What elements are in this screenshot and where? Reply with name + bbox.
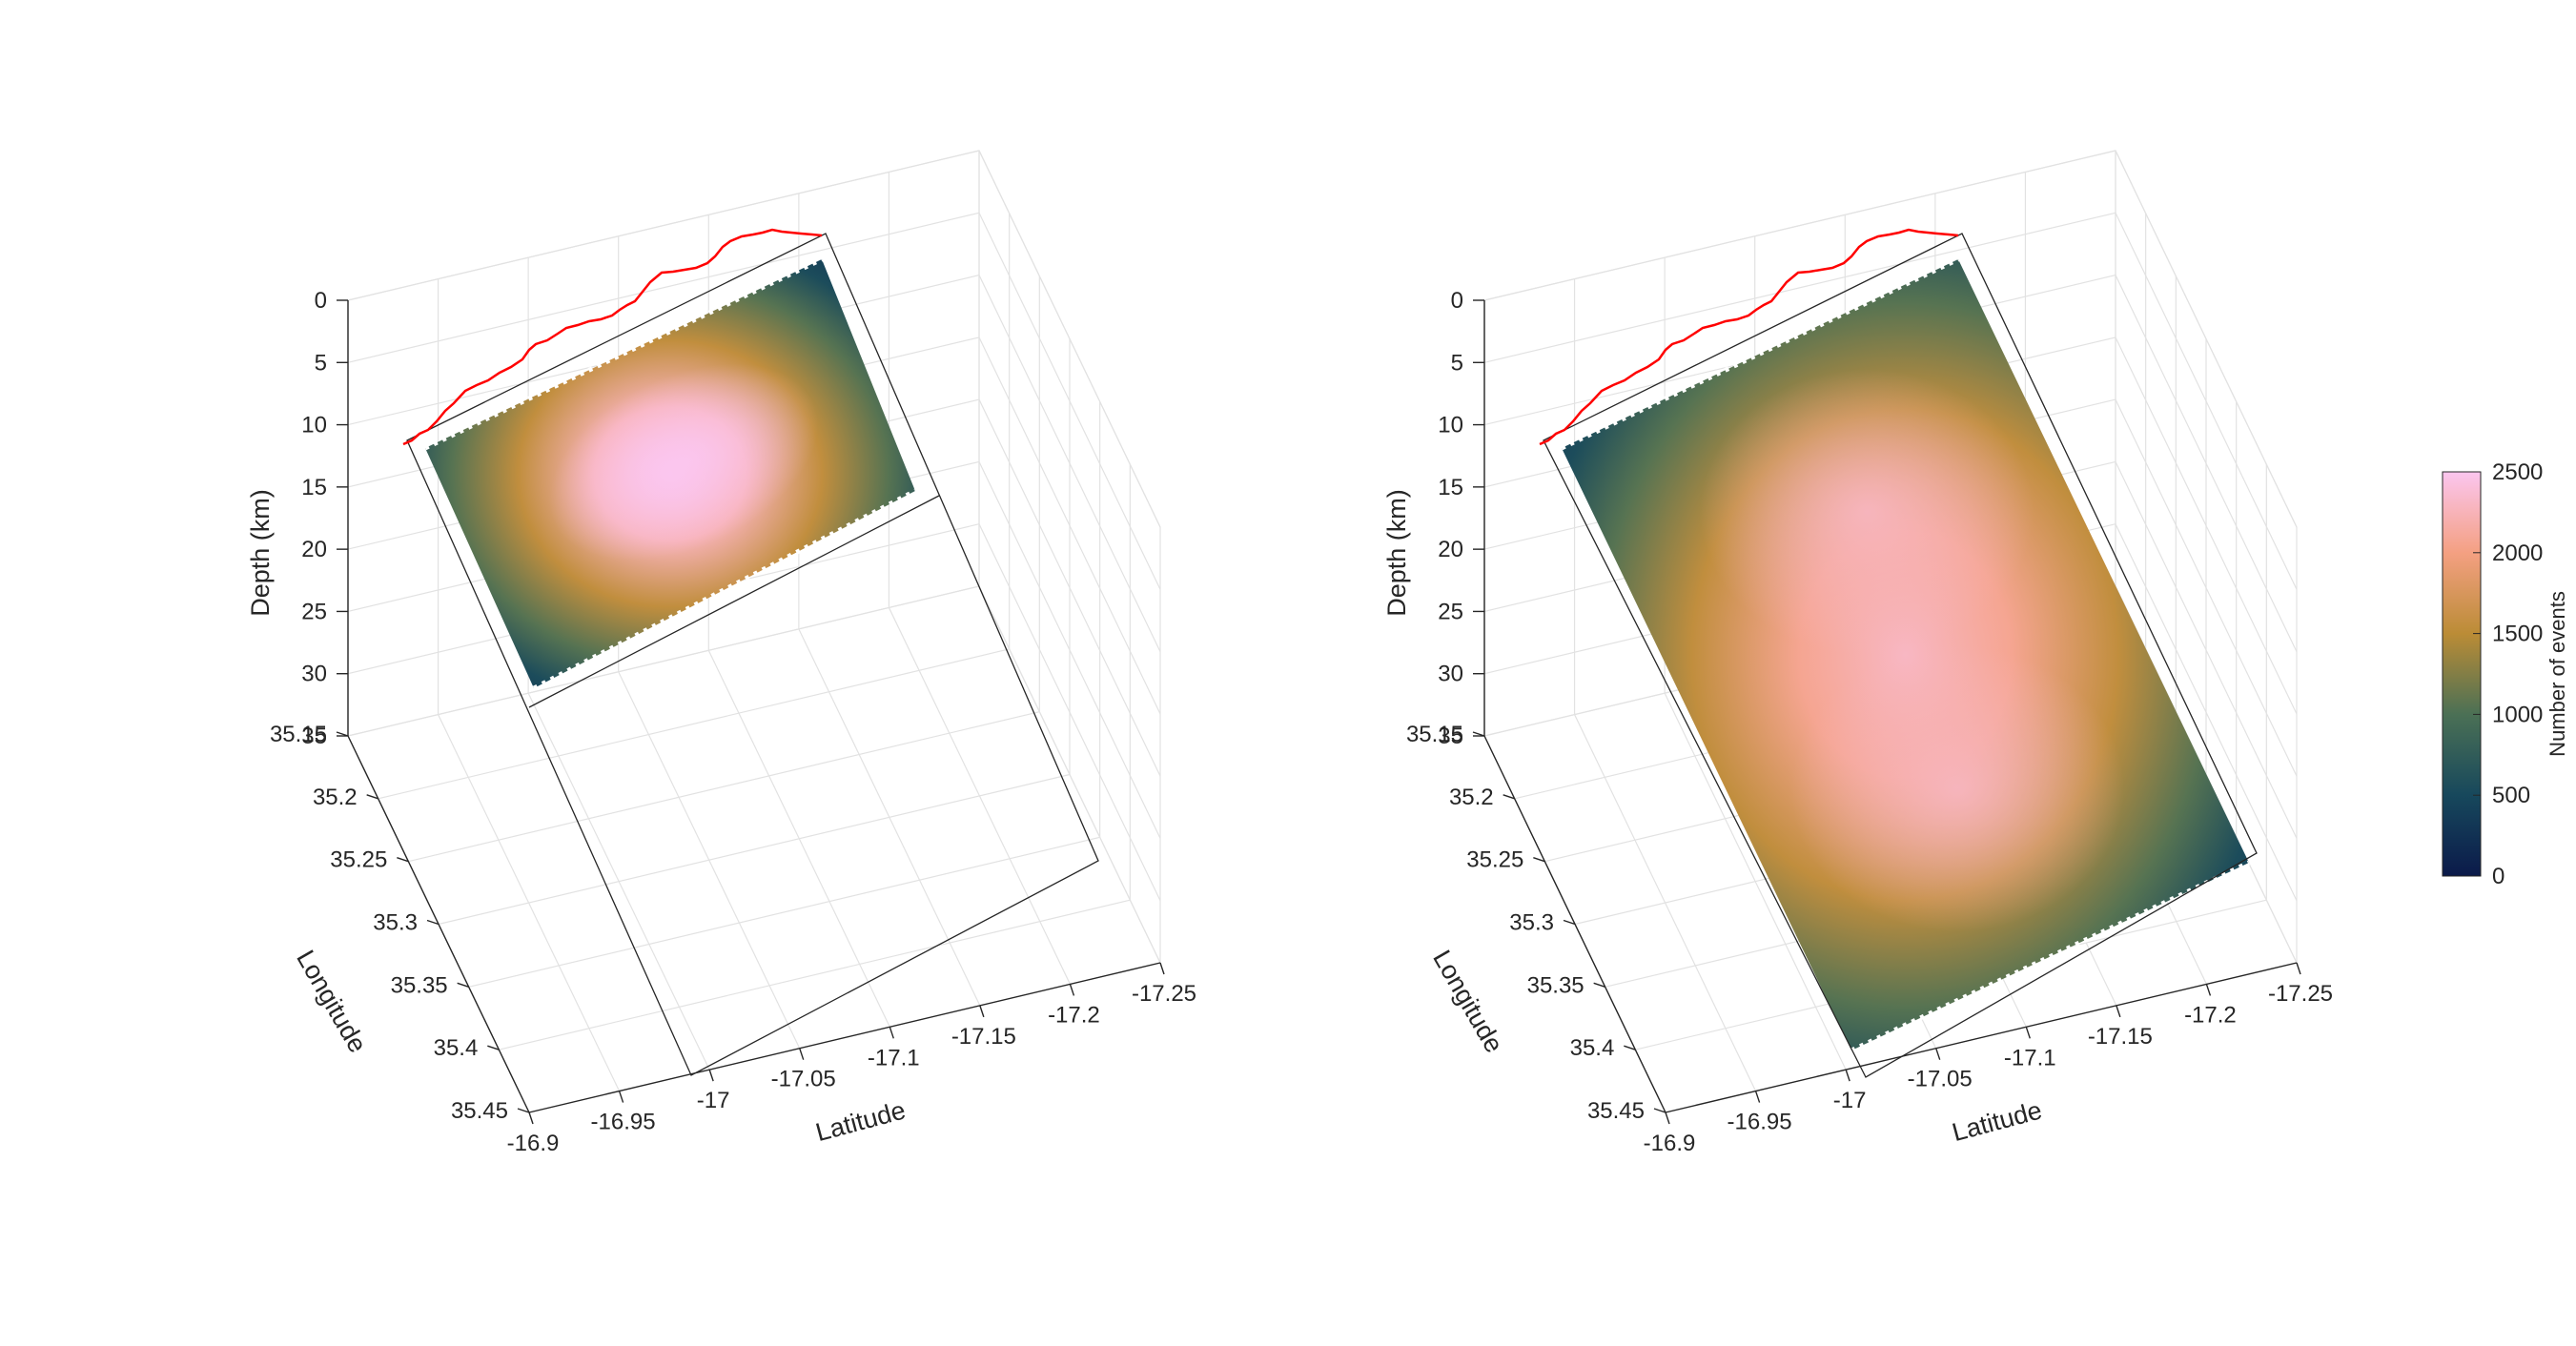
z-tick-label: 30 xyxy=(1438,662,1463,687)
density-peak xyxy=(548,363,819,561)
colorbar-tick-label: 2000 xyxy=(2492,540,2543,566)
x-tick-label: -17.25 xyxy=(2268,981,2333,1007)
right-zlabel: Depth (km) xyxy=(1382,489,1411,617)
z-tick-label: 35 xyxy=(1438,724,1463,749)
x-tick-label: -17 xyxy=(1833,1088,1867,1113)
colorbar-tick-label: 1000 xyxy=(2492,702,2543,727)
z-tick-label: 10 xyxy=(1438,413,1463,438)
left-zlabel: Depth (km) xyxy=(246,489,275,617)
y-tick-label: 35.4 xyxy=(1570,1035,1615,1061)
z-tick-label: 20 xyxy=(301,537,327,562)
z-tick-label: 15 xyxy=(301,475,327,500)
z-tick-label: 25 xyxy=(301,599,327,624)
x-tick-label: -16.95 xyxy=(1728,1110,1792,1135)
x-tick-label: -17.15 xyxy=(2088,1024,2153,1050)
right-fault-plane-outline xyxy=(1543,233,2258,1078)
x-tick-label: -17.15 xyxy=(951,1024,1016,1050)
y-tick-label: 35.2 xyxy=(313,785,358,810)
left-xlabel: Latitude xyxy=(812,1095,909,1147)
x-tick-label: -17.05 xyxy=(771,1067,836,1092)
left-fault-plane-outline xyxy=(406,233,1099,1076)
x-tick-label: -17.2 xyxy=(1048,1002,1100,1028)
y-tick-label: 35.3 xyxy=(373,910,418,936)
surface-trace-line xyxy=(402,228,823,446)
right-event-density-surface xyxy=(1560,256,2251,1053)
colorbar-tick-label: 500 xyxy=(2492,783,2530,808)
surface-edge xyxy=(423,256,824,451)
right-xlabel: Latitude xyxy=(1949,1095,2045,1147)
colorbar-label: Number of events xyxy=(2545,591,2569,757)
y-tick-label: 35.35 xyxy=(1527,972,1584,998)
y-tick-label: 35.35 xyxy=(391,972,448,998)
y-tick-label: 35.2 xyxy=(1449,785,1494,810)
z-tick-label: 35 xyxy=(301,724,327,749)
z-tick-label: 30 xyxy=(301,662,327,687)
z-tick-label: 20 xyxy=(1438,537,1463,562)
surface-trace-line xyxy=(1539,228,1959,446)
z-tick-label: 5 xyxy=(1451,350,1463,376)
fault-plane-edge xyxy=(406,233,1099,1076)
z-tick-label: 0 xyxy=(1451,288,1463,314)
x-tick-label: -17.1 xyxy=(868,1045,920,1071)
surface-edge xyxy=(1850,860,2251,1053)
colorbar-tick-label: 2500 xyxy=(2492,459,2543,485)
x-tick-label: -16.95 xyxy=(591,1110,656,1135)
y-tick-label: 35.15 xyxy=(1406,722,1463,747)
fault-plane-edge xyxy=(1543,233,2258,1078)
fault-plane-edge xyxy=(528,495,940,708)
y-tick-label: 35.25 xyxy=(330,847,387,873)
z-tick-label: 25 xyxy=(1438,599,1463,624)
y-tick-label: 35.45 xyxy=(1587,1098,1645,1124)
z-tick-label: 10 xyxy=(301,413,327,438)
x-tick-label: -16.9 xyxy=(1644,1131,1696,1156)
density-peak xyxy=(1790,645,2125,932)
colorbar-tick-label: 1500 xyxy=(2492,622,2543,647)
x-tick-label: -17.05 xyxy=(1908,1067,1973,1092)
left-event-density-surface xyxy=(423,256,917,691)
z-tick-label: 15 xyxy=(1438,475,1463,500)
y-tick-label: 35.15 xyxy=(270,722,327,747)
y-tick-label: 35.4 xyxy=(434,1035,479,1061)
x-tick-label: -17.25 xyxy=(1132,981,1196,1007)
z-tick-label: 0 xyxy=(315,288,327,314)
colorbar-tick-label: 0 xyxy=(2492,864,2504,889)
x-tick-label: -16.9 xyxy=(507,1131,560,1156)
x-tick-label: -17.2 xyxy=(2184,1002,2237,1028)
y-tick-label: 35.45 xyxy=(451,1098,508,1124)
colorbar-gradient xyxy=(2442,471,2482,877)
left-ylabel: Longitude xyxy=(291,946,372,1058)
right-surface-trace xyxy=(1539,228,1959,446)
colorbar-ticks: 0 500 1000 1500 2000 2500 xyxy=(2473,459,2543,889)
colorbar: 0 500 1000 1500 2000 2500 Number of events xyxy=(2442,459,2569,889)
right-ylabel: Longitude xyxy=(1427,946,1508,1058)
density-peak xyxy=(1700,369,2034,656)
y-tick-label: 35.3 xyxy=(1509,910,1554,936)
surface-edge xyxy=(1560,256,1960,451)
z-tick-label: 5 xyxy=(315,350,327,376)
x-tick-label: -17 xyxy=(697,1088,730,1113)
x-tick-label: -17.1 xyxy=(2004,1045,2056,1071)
y-tick-label: 35.25 xyxy=(1466,847,1523,873)
left-surface-trace xyxy=(402,228,823,446)
